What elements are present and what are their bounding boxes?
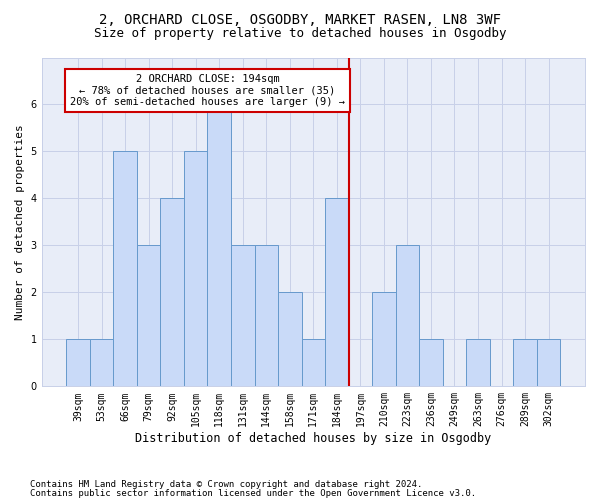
Bar [466,340,490,386]
Bar [372,292,395,386]
Y-axis label: Number of detached properties: Number of detached properties [15,124,25,320]
Text: 2, ORCHARD CLOSE, OSGODBY, MARKET RASEN, LN8 3WF: 2, ORCHARD CLOSE, OSGODBY, MARKET RASEN,… [99,12,501,26]
X-axis label: Distribution of detached houses by size in Osgodby: Distribution of detached houses by size … [135,432,491,445]
Bar [67,340,90,386]
Text: Contains HM Land Registry data © Crown copyright and database right 2024.: Contains HM Land Registry data © Crown c… [30,480,422,489]
Bar [537,340,560,386]
Bar [302,340,325,386]
Bar [184,152,208,386]
Bar [231,246,254,386]
Text: 2 ORCHARD CLOSE: 194sqm
← 78% of detached houses are smaller (35)
20% of semi-de: 2 ORCHARD CLOSE: 194sqm ← 78% of detache… [70,74,345,107]
Bar [513,340,537,386]
Bar [254,246,278,386]
Bar [208,104,231,386]
Text: Contains public sector information licensed under the Open Government Licence v3: Contains public sector information licen… [30,488,476,498]
Bar [90,340,113,386]
Bar [160,198,184,386]
Bar [113,152,137,386]
Text: Size of property relative to detached houses in Osgodby: Size of property relative to detached ho… [94,28,506,40]
Bar [419,340,443,386]
Bar [395,246,419,386]
Bar [325,198,349,386]
Bar [278,292,302,386]
Bar [137,246,160,386]
